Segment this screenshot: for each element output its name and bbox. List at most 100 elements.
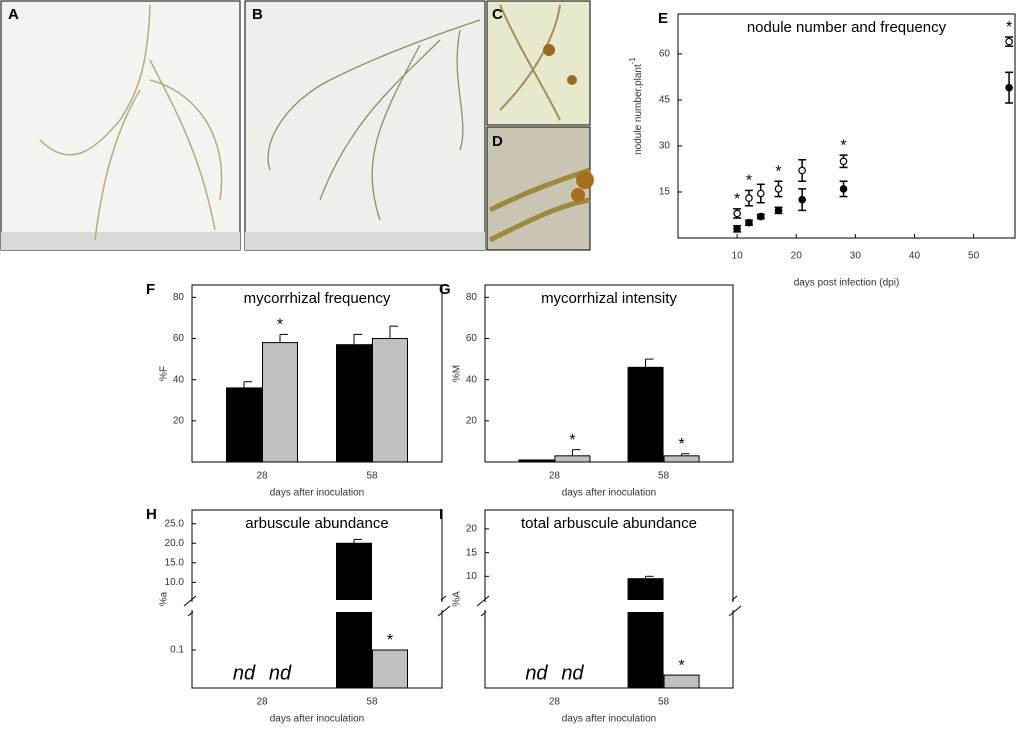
bar xyxy=(372,649,408,689)
photo-c xyxy=(486,0,591,126)
panel-letter: E xyxy=(658,10,668,27)
point xyxy=(733,209,741,218)
point xyxy=(839,185,848,193)
photo-d xyxy=(486,126,594,251)
not-determined: nd xyxy=(269,662,292,684)
y-tick-label: 80 xyxy=(466,292,478,303)
error-bar xyxy=(279,333,288,343)
y-axis-label-sup: -1 xyxy=(628,57,637,65)
axis-break-gap xyxy=(725,602,741,610)
point xyxy=(798,166,806,175)
x-tick-label: 28 xyxy=(256,471,268,482)
panel-letter: I xyxy=(439,506,443,523)
plot-frame xyxy=(677,13,1016,239)
bar xyxy=(336,542,372,601)
y-axis-label: %A xyxy=(452,591,463,607)
point xyxy=(774,206,783,215)
y-tick-label: 15 xyxy=(659,187,671,198)
y-tick-label: 40 xyxy=(173,374,185,385)
x-tick-label: 28 xyxy=(256,697,268,708)
point xyxy=(798,195,806,204)
point xyxy=(1005,37,1013,46)
error-bar xyxy=(243,381,252,388)
significance: * xyxy=(840,137,846,154)
bar xyxy=(554,455,591,463)
photo-a xyxy=(0,0,241,251)
y-axis-label-text: nodule number.plant xyxy=(633,64,644,155)
significance: * xyxy=(678,657,684,674)
bar xyxy=(663,674,700,689)
panel-letter: B xyxy=(252,6,263,23)
y-axis-label: %M xyxy=(452,365,463,382)
point xyxy=(745,218,753,227)
bar xyxy=(372,338,408,463)
photo-b xyxy=(244,0,486,251)
y-tick-label: 20 xyxy=(466,415,478,426)
x-tick-label: 30 xyxy=(850,251,862,262)
x-tick-label: 50 xyxy=(968,251,980,262)
error-bar xyxy=(353,538,362,544)
bar xyxy=(262,342,298,463)
x-tick-label: 20 xyxy=(791,251,803,262)
point xyxy=(756,212,765,221)
significance: * xyxy=(678,436,684,453)
chart-title: total arbuscule abundance xyxy=(521,515,697,532)
bar-lower-part xyxy=(336,611,372,689)
panel-letter: F xyxy=(146,281,155,298)
significance: * xyxy=(746,173,752,190)
bar xyxy=(627,366,664,463)
y-tick-label: 60 xyxy=(173,333,185,344)
bar-break-gap xyxy=(486,600,732,612)
x-tick-label: 58 xyxy=(658,471,670,482)
panel-letter: G xyxy=(439,281,451,298)
axis-break xyxy=(437,605,451,617)
point xyxy=(1005,83,1013,92)
error-bar xyxy=(645,358,654,368)
bar xyxy=(336,344,372,463)
y-tick-label: 10.0 xyxy=(165,577,185,588)
y-tick-label: 80 xyxy=(173,292,185,303)
x-tick-label: 58 xyxy=(658,697,670,708)
error-bar xyxy=(681,453,690,456)
chart-title: mycorrhizal intensity xyxy=(541,290,677,307)
y-tick-label: 15 xyxy=(466,547,478,558)
y-tick-label: 20 xyxy=(466,524,478,535)
error-bar xyxy=(353,333,362,345)
x-tick-label: 58 xyxy=(366,471,378,482)
panel-letter: D xyxy=(492,133,503,150)
x-axis-label: days after inoculation xyxy=(562,714,657,725)
error-bar xyxy=(645,575,654,579)
bar xyxy=(627,578,664,601)
plot-frame xyxy=(191,284,443,463)
axis-break-gap xyxy=(434,602,450,610)
axis-break xyxy=(728,605,742,617)
x-tick-label: 40 xyxy=(909,251,921,262)
chart-title: arbuscule abundance xyxy=(245,515,388,532)
y-tick-label: 0.1 xyxy=(170,645,184,656)
significance: * xyxy=(734,191,740,208)
y-tick-label: 40 xyxy=(466,374,478,385)
y-tick-label: 25.0 xyxy=(165,518,185,529)
y-axis-label: nodule number.plant-1 xyxy=(628,57,644,155)
x-tick-label: 58 xyxy=(366,697,378,708)
significance: * xyxy=(277,317,283,334)
y-tick-label: 45 xyxy=(659,95,671,106)
error-bar xyxy=(389,325,398,339)
y-tick-label: 20.0 xyxy=(165,538,185,549)
significance: * xyxy=(387,632,393,649)
y-tick-label: 60 xyxy=(659,49,671,60)
significance: * xyxy=(775,163,781,180)
point xyxy=(756,189,765,198)
not-determined: nd xyxy=(525,662,548,684)
y-tick-label: 10 xyxy=(466,571,478,582)
y-axis-label: %a xyxy=(159,591,170,606)
panel-letter: A xyxy=(8,6,19,23)
point xyxy=(733,224,741,233)
axis-break xyxy=(476,595,490,607)
x-tick-label: 28 xyxy=(549,697,561,708)
panel-letter: C xyxy=(492,6,503,23)
error-bar xyxy=(571,449,581,456)
y-tick-label: 20 xyxy=(173,415,185,426)
